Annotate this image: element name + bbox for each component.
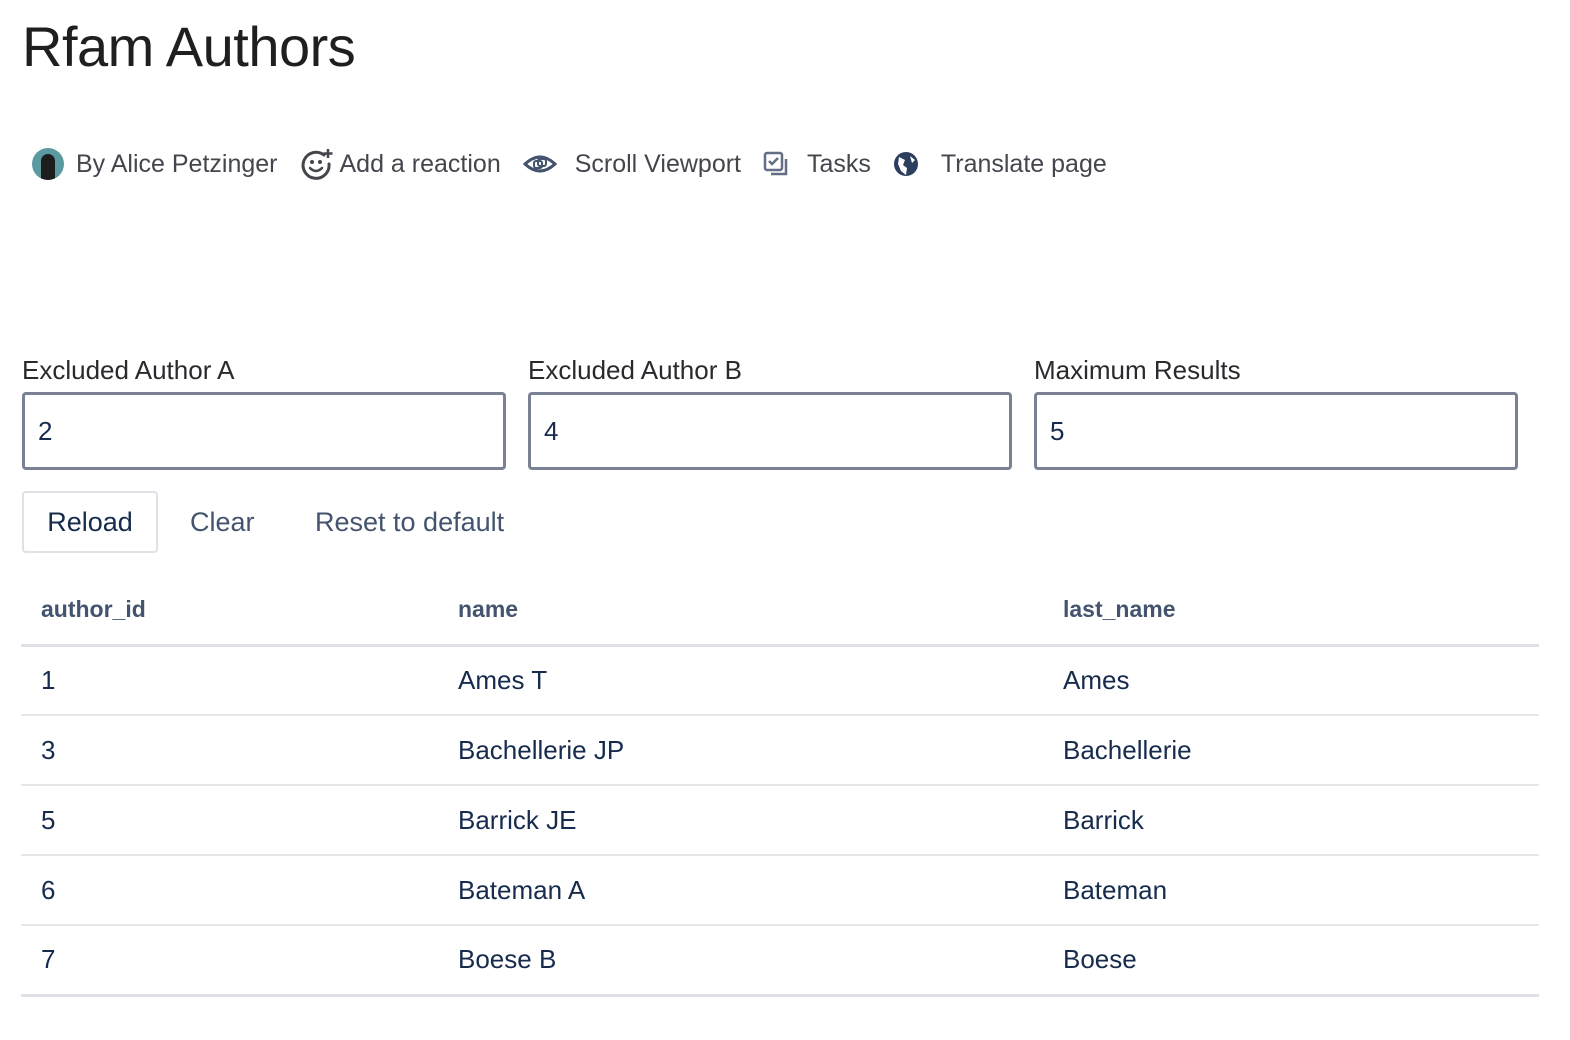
table-row: 5 Barrick JE Barrick: [21, 785, 1539, 856]
excluded-author-a-label: Excluded Author A: [22, 355, 235, 385]
table-header-row: author_id name last_name: [21, 575, 1539, 647]
cell-author-id: 5: [21, 785, 438, 856]
cell-name: Ames T: [438, 645, 1043, 716]
cell-name: Barrick JE: [438, 785, 1043, 856]
cell-last-name: Boese: [1043, 925, 1539, 997]
tasks-button[interactable]: Tasks: [763, 150, 871, 179]
scroll-viewport-button[interactable]: Scroll Viewport: [522, 149, 741, 179]
cell-last-name: Bachellerie: [1043, 715, 1539, 786]
cell-last-name: Ames: [1043, 645, 1539, 716]
cell-author-id: 6: [21, 855, 438, 926]
translate-page-button[interactable]: Translate page: [893, 150, 1107, 179]
authors-table: author_id name last_name 1 Ames T Ames 3 Ba…: [21, 575, 1539, 997]
page-title: Rfam Authors: [22, 15, 356, 78]
excluded-author-a-input[interactable]: [22, 392, 506, 470]
clear-button[interactable]: Clear: [190, 491, 255, 553]
tasks-icon: [763, 151, 789, 177]
translate-page-label: Translate page: [940, 149, 1107, 178]
cell-last-name: Bateman: [1043, 855, 1539, 926]
table-row: 1 Ames T Ames: [21, 645, 1539, 716]
cell-name: Bateman A: [438, 855, 1043, 926]
reset-to-default-button[interactable]: Reset to default: [315, 491, 504, 553]
cell-name: Bachellerie JP: [438, 715, 1043, 786]
cell-author-id: 1: [21, 645, 438, 716]
globe-icon: [893, 151, 919, 177]
scroll-viewport-label: Scroll Viewport: [574, 149, 741, 178]
excluded-author-a-field: Excluded Author A: [22, 355, 508, 470]
column-header-author-id[interactable]: author_id: [21, 575, 438, 647]
excluded-author-b-input[interactable]: [528, 392, 1012, 470]
author-link[interactable]: By Alice Petzinger: [32, 148, 278, 180]
tasks-label: Tasks: [807, 149, 871, 178]
table-row: 3 Bachellerie JP Bachellerie: [21, 715, 1539, 786]
cell-last-name: Barrick: [1043, 785, 1539, 856]
avatar: [32, 148, 64, 180]
column-header-name[interactable]: name: [438, 575, 1043, 647]
excluded-author-b-label: Excluded Author B: [528, 355, 742, 385]
column-header-last-name[interactable]: last_name: [1043, 575, 1539, 647]
page-byline: By Alice Petzinger Add a reaction Scroll…: [32, 146, 1129, 182]
add-reaction-button[interactable]: Add a reaction: [300, 147, 501, 181]
reload-button[interactable]: Reload: [22, 491, 158, 553]
cell-name: Boese B: [438, 925, 1043, 997]
excluded-author-b-field: Excluded Author B: [528, 355, 1014, 470]
maximum-results-field: Maximum Results: [1034, 355, 1520, 470]
eye-icon: [522, 152, 557, 176]
maximum-results-label: Maximum Results: [1034, 355, 1241, 385]
cell-author-id: 7: [21, 925, 438, 997]
table-row: 6 Bateman A Bateman: [21, 855, 1539, 926]
add-reaction-icon: [300, 147, 334, 181]
cell-author-id: 3: [21, 715, 438, 786]
maximum-results-input[interactable]: [1034, 392, 1518, 470]
table-row: 7 Boese B Boese: [21, 925, 1539, 997]
add-reaction-label: Add a reaction: [339, 149, 501, 178]
author-name: By Alice Petzinger: [76, 149, 278, 178]
